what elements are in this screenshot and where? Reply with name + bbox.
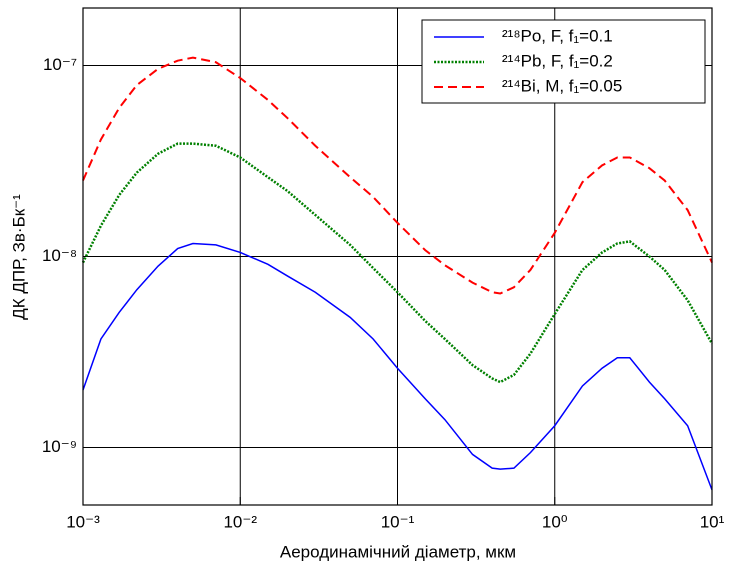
y-tick-label: 10⁻⁸: [42, 246, 77, 265]
plot-frame: [82, 7, 713, 506]
legend-label: ²¹⁴Pb, F, f₁=0.2: [502, 51, 613, 70]
x-tick-label: 10⁻³: [66, 512, 100, 531]
x-tick-label: 10⁰: [542, 512, 568, 531]
y-tick-label: 10⁻⁹: [42, 437, 77, 456]
series-line: [82, 242, 713, 491]
legend-label: ²¹⁸Po, F, f₁=0.1: [502, 26, 613, 45]
y-tick-label: 10⁻⁷: [43, 55, 77, 74]
y-axis-title: ДК ДПР, Зв·Бк⁻¹: [9, 194, 28, 320]
series-line: [81, 142, 714, 384]
legend-label: ²¹⁴Bi, M, f₁=0.05: [502, 76, 622, 95]
x-axis-title: Аеродинамічний діаметр, мкм: [280, 542, 516, 561]
x-tick-label: 10⁻¹: [381, 512, 415, 531]
x-tick-label: 10¹: [700, 512, 725, 531]
x-tick-label: 10⁻²: [223, 512, 257, 531]
series-line: [82, 56, 713, 295]
